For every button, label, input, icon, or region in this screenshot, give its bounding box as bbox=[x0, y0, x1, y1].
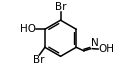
Text: OH: OH bbox=[98, 44, 114, 54]
Text: N: N bbox=[91, 38, 99, 48]
Text: Br: Br bbox=[33, 55, 44, 65]
Text: Br: Br bbox=[55, 2, 66, 12]
Text: HO: HO bbox=[20, 24, 36, 34]
